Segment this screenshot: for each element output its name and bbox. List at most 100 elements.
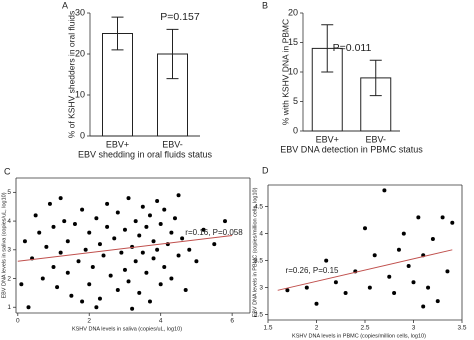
y-tick-label: 10 bbox=[75, 89, 85, 99]
point bbox=[62, 219, 67, 224]
point bbox=[72, 221, 77, 226]
point bbox=[158, 221, 163, 226]
panel-label: A bbox=[62, 0, 68, 10]
x-tick-label: 6 bbox=[230, 318, 234, 325]
point bbox=[151, 256, 156, 261]
point bbox=[144, 224, 149, 229]
y-tick-label: 2.5 bbox=[254, 311, 263, 318]
point bbox=[392, 291, 397, 295]
point bbox=[126, 279, 131, 284]
y-tick-label: 2 bbox=[7, 275, 11, 282]
point bbox=[37, 230, 42, 235]
bar bbox=[102, 33, 133, 137]
error-bar bbox=[369, 59, 382, 97]
point bbox=[144, 270, 149, 275]
point bbox=[22, 239, 27, 244]
point bbox=[137, 233, 142, 238]
y-tick-label: 4 bbox=[7, 218, 11, 225]
point bbox=[44, 244, 49, 249]
y-tick-label: 3 bbox=[259, 284, 263, 291]
y-tick-label: 30 bbox=[75, 7, 85, 17]
point bbox=[87, 230, 92, 235]
point bbox=[137, 290, 142, 295]
point bbox=[222, 219, 227, 224]
x-axis-label: KSHV DNA levels in saliva (copies/uL, lo… bbox=[72, 326, 182, 332]
point bbox=[119, 250, 124, 255]
point bbox=[40, 276, 45, 281]
point bbox=[97, 242, 102, 247]
y-tick-label: 4 bbox=[259, 230, 263, 237]
point bbox=[416, 215, 421, 220]
x-tick-label: 3 bbox=[412, 325, 416, 332]
point bbox=[194, 259, 199, 264]
x-axis-label: EBV shedding in oral fluids status bbox=[78, 149, 213, 159]
point bbox=[176, 193, 181, 198]
point bbox=[80, 299, 85, 304]
point bbox=[169, 230, 174, 235]
point bbox=[426, 285, 431, 290]
annotation: P=0.011 bbox=[333, 42, 372, 54]
point bbox=[212, 242, 217, 247]
point bbox=[58, 196, 63, 201]
y-tick-label: 20 bbox=[288, 7, 298, 17]
point bbox=[65, 270, 70, 275]
point bbox=[172, 216, 177, 221]
point bbox=[97, 296, 102, 301]
error-bar bbox=[321, 24, 334, 73]
point bbox=[421, 304, 426, 309]
point bbox=[343, 291, 348, 295]
point bbox=[285, 288, 290, 293]
y-axis-label: EBV DNA levels in saliva (copies/uL, log… bbox=[1, 192, 7, 298]
x-tick-label: 2 bbox=[87, 318, 91, 325]
point bbox=[162, 207, 167, 212]
x-tick-label: 2 bbox=[315, 325, 319, 332]
y-tick-label: 4.5 bbox=[254, 203, 263, 210]
point bbox=[155, 198, 160, 203]
y-tick-label: 3.5 bbox=[254, 257, 263, 264]
y-tick-label: 15 bbox=[288, 37, 298, 47]
x-tick-label: EBV+ bbox=[316, 134, 339, 144]
point bbox=[382, 188, 387, 193]
point bbox=[87, 282, 92, 287]
panel-label: B bbox=[262, 0, 268, 10]
y-axis-label: EBV DNA levels in PBMC (copies/million c… bbox=[252, 187, 258, 317]
error-bar bbox=[166, 28, 179, 80]
point bbox=[19, 282, 24, 287]
point bbox=[115, 288, 120, 293]
point bbox=[450, 220, 455, 225]
point bbox=[147, 299, 152, 304]
point bbox=[76, 259, 81, 264]
y-tick-label: 20 bbox=[75, 48, 85, 58]
x-tick-label: 0 bbox=[16, 318, 20, 325]
point bbox=[133, 219, 138, 224]
panel-label: D bbox=[262, 165, 269, 175]
y-tick-label: 10 bbox=[288, 66, 298, 76]
point bbox=[314, 301, 319, 306]
x-tick-label: 4 bbox=[159, 318, 163, 325]
point bbox=[147, 213, 152, 218]
point bbox=[176, 253, 181, 258]
point bbox=[411, 280, 416, 285]
point bbox=[367, 285, 372, 290]
point bbox=[90, 265, 95, 270]
point bbox=[440, 215, 445, 220]
point bbox=[372, 253, 377, 258]
point bbox=[33, 213, 38, 218]
point bbox=[158, 282, 163, 287]
annotation: r=0.16, P=0.058 bbox=[185, 228, 243, 237]
trend-line bbox=[17, 234, 233, 262]
x-tick-label: EBV- bbox=[365, 134, 386, 144]
x-tick-label: 3.5 bbox=[457, 325, 466, 332]
point bbox=[363, 226, 367, 231]
y-axis-label: % of KSHV shedders in oral fluids bbox=[66, 11, 76, 139]
point bbox=[94, 216, 99, 221]
x-axis-label: EBV DNA detection in PBMC status bbox=[280, 144, 423, 154]
point bbox=[115, 210, 120, 215]
point bbox=[162, 265, 167, 270]
y-axis-label: % with KSHV DNA in PBMC bbox=[280, 19, 290, 125]
point bbox=[430, 237, 435, 241]
point bbox=[130, 306, 135, 311]
point bbox=[133, 259, 138, 264]
point bbox=[122, 267, 127, 272]
